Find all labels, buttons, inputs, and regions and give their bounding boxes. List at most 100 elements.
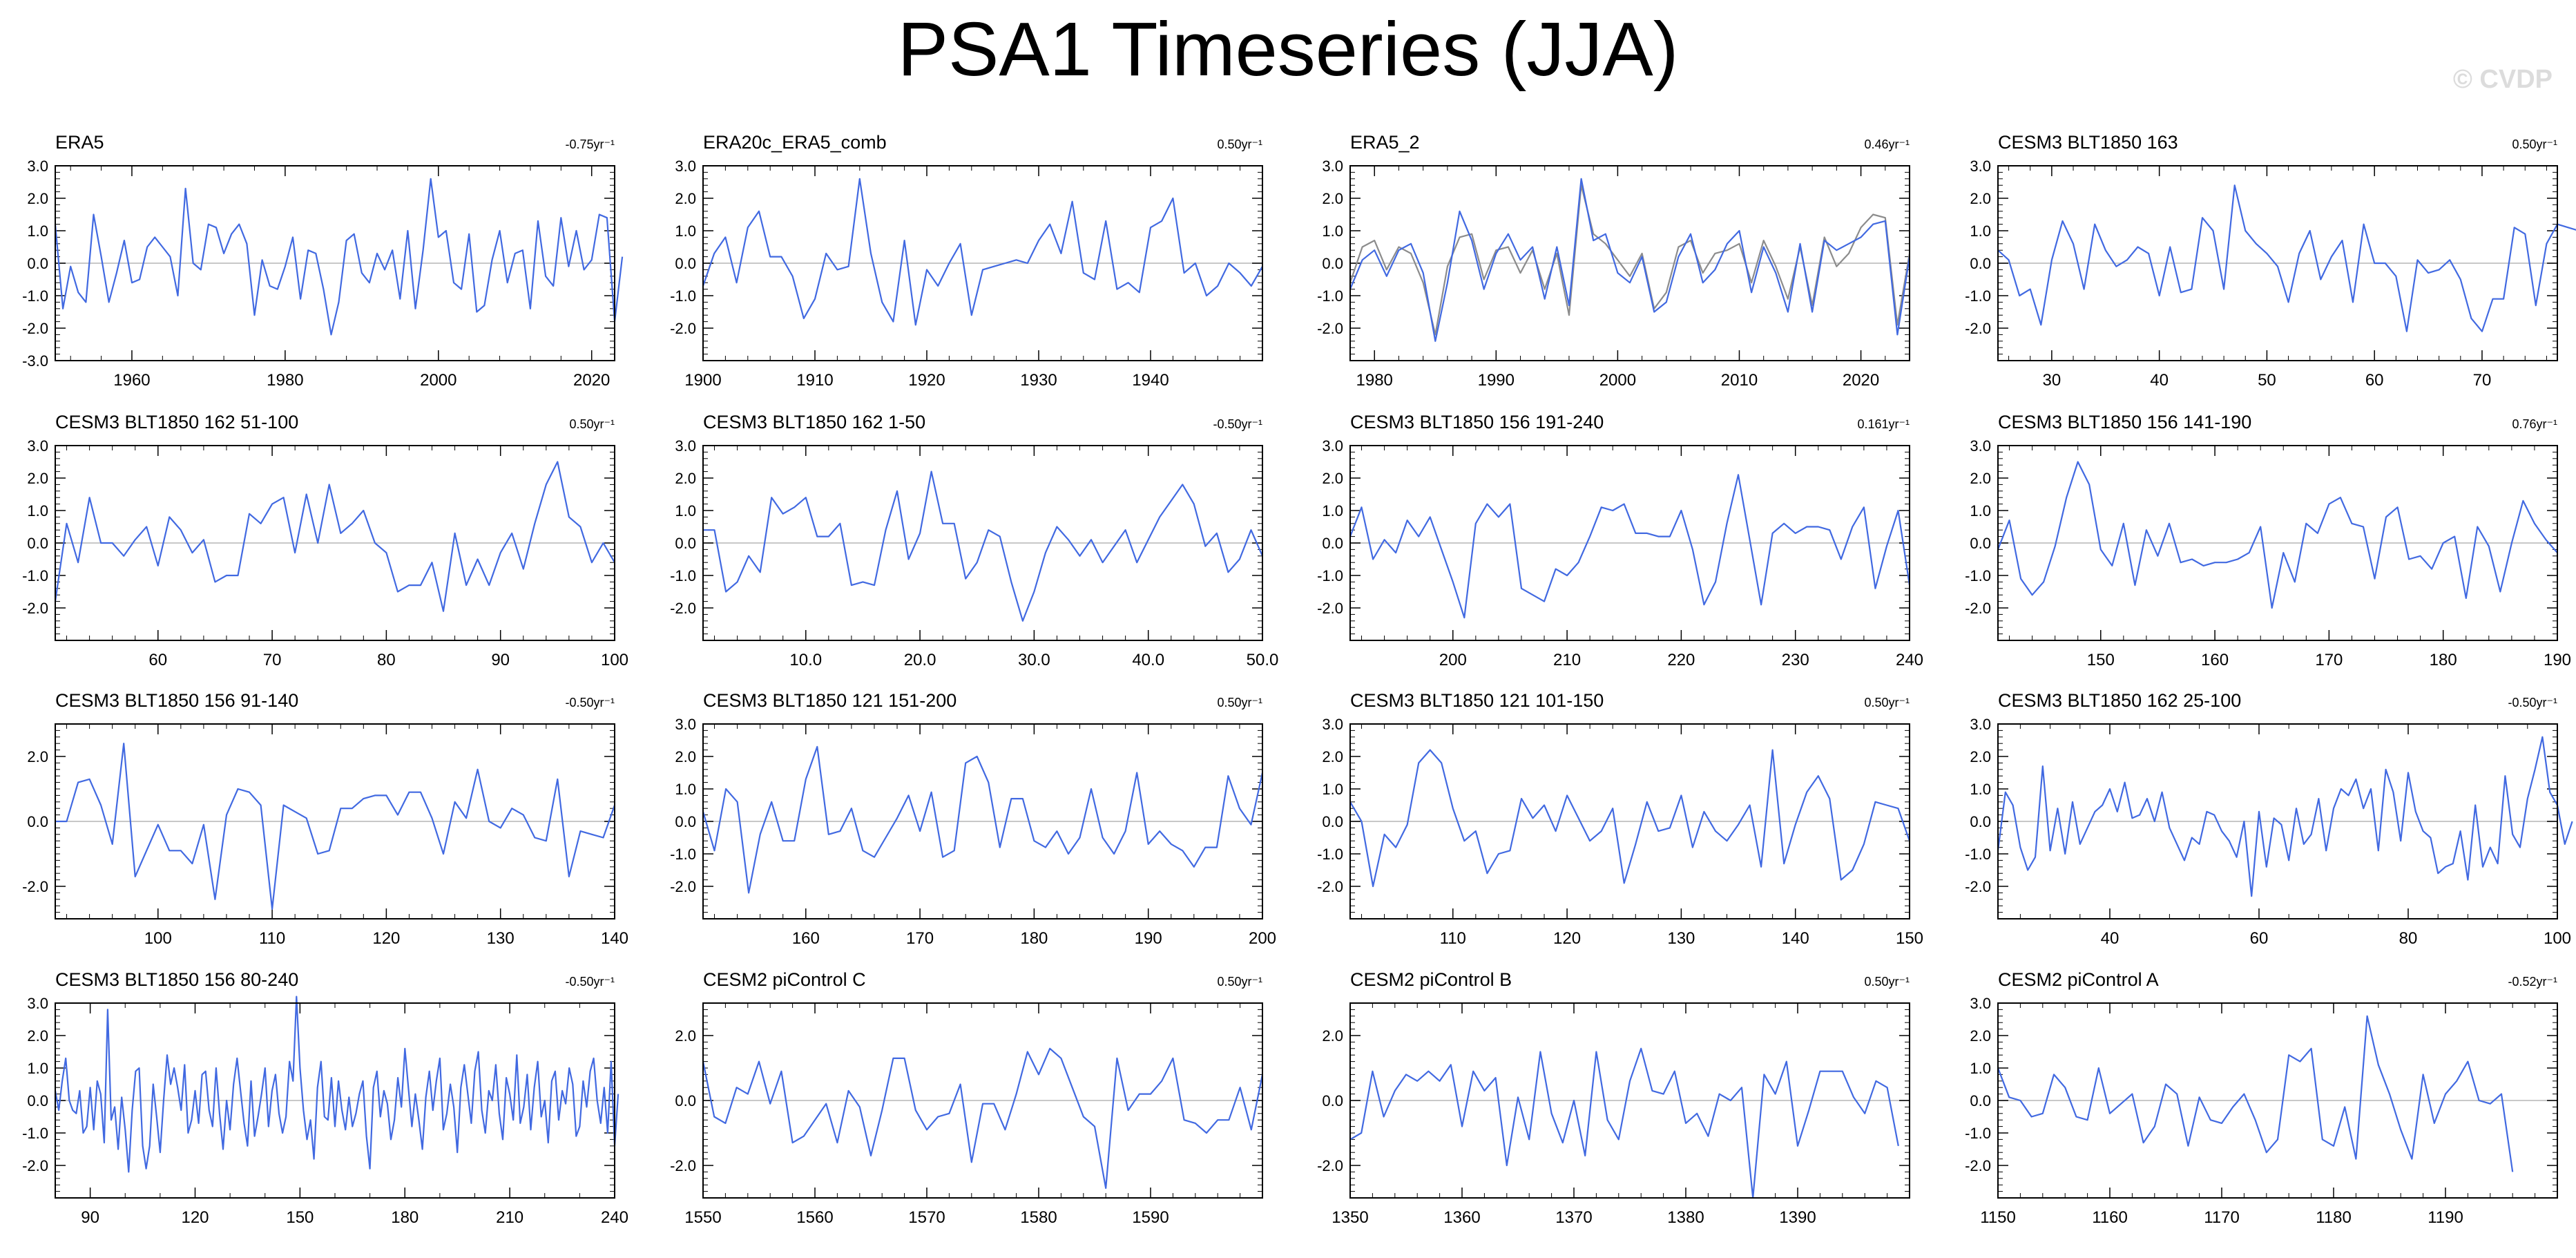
panel-7: CESM3 BLT1850 156 191-240 0.161yr⁻¹ -2.0 -1…	[1317, 412, 1923, 669]
plot-frame	[702, 165, 1263, 361]
x-tick-label: 1900	[684, 371, 721, 390]
y-tick-label: 1.0	[1970, 222, 1991, 240]
panel-6: CESM3 BLT1850 162 1-50 -0.50yr⁻¹ -2.0 -1.0 0…	[670, 412, 1278, 669]
x-tick-label: 1590	[1132, 1208, 1169, 1227]
plot-frame	[702, 1002, 1263, 1199]
series-line	[703, 470, 1264, 622]
y-tick-label: -1.0	[1965, 1125, 1991, 1142]
x-tick-label: 40.0	[1132, 651, 1164, 669]
y-tick-label: 2.0	[1970, 748, 1991, 765]
trend-label: 0.161yr⁻¹	[1857, 417, 1910, 431]
y-tick-label: 0.0	[1970, 813, 1991, 830]
panel-9: CESM3 BLT1850 156 91-140 -0.50yr⁻¹ -2.0 0.0…	[22, 690, 628, 948]
y-tick-label: -1.0	[22, 1125, 48, 1142]
x-tick-label: 150	[286, 1208, 314, 1227]
plot-frame	[702, 723, 1263, 919]
y-tick-label: 0.0	[27, 1092, 48, 1109]
x-tick-label: 190	[2544, 651, 2571, 669]
trend-label: 0.50yr⁻¹	[569, 417, 615, 431]
trend-label: -0.50yr⁻¹	[565, 696, 615, 709]
plot-frame	[55, 165, 615, 361]
y-tick-label: 0.0	[675, 1092, 696, 1109]
x-tick-label: 40	[2101, 929, 2120, 948]
series-line	[702, 1047, 1264, 1190]
panel-15: CESM2 piControl B 0.50yr⁻¹ -2.0 0.0 2.0 1350 1…	[1317, 969, 1910, 1227]
x-tick-label: 80	[377, 651, 396, 669]
y-tick-label: 3.0	[675, 716, 696, 733]
x-tick-label: 60	[148, 651, 167, 669]
x-tick-label: 1990	[1478, 371, 1515, 390]
y-tick-label: 1.0	[1970, 1060, 1991, 1077]
y-tick-label: 2.0	[1970, 470, 1991, 487]
panel-title: CESM2 piControl B	[1350, 969, 1512, 990]
y-tick-label: -2.0	[1317, 1157, 1343, 1174]
x-tick-label: 1930	[1020, 371, 1057, 390]
series-line	[1997, 184, 2576, 332]
x-tick-label: 180	[391, 1208, 419, 1227]
x-tick-label: 130	[487, 929, 515, 948]
y-tick-label: 2.0	[1322, 190, 1343, 207]
y-tick-label: 2.0	[1322, 1027, 1343, 1045]
series-line	[1349, 1047, 1899, 1199]
y-tick-label: 3.0	[1322, 437, 1343, 455]
x-tick-label: 1170	[2204, 1208, 2240, 1227]
x-tick-label: 1360	[1443, 1208, 1480, 1227]
x-tick-label: 60	[2365, 371, 2384, 390]
x-tick-label: 1190	[2428, 1208, 2463, 1227]
y-tick-label: 1.0	[1970, 781, 1991, 798]
x-tick-label: 50	[2258, 371, 2276, 390]
x-tick-label: 1370	[1555, 1208, 1592, 1227]
panel-5: CESM3 BLT1850 162 51-100 0.50yr⁻¹ -2.0 -1.0…	[22, 412, 628, 669]
y-tick-label: 3.0	[1970, 716, 1991, 733]
x-tick-label: 90	[81, 1208, 99, 1227]
trend-label: 0.50yr⁻¹	[1217, 975, 1262, 989]
trend-label: -0.52yr⁻¹	[2508, 975, 2557, 989]
x-tick-label: 70	[263, 651, 282, 669]
y-tick-label: 3.0	[1970, 995, 1991, 1012]
trend-label: -0.50yr⁻¹	[565, 975, 615, 989]
x-tick-label: 1550	[684, 1208, 721, 1227]
series-line	[54, 461, 615, 612]
panel-title: CESM3 BLT1850 162 25-100	[1998, 690, 2241, 711]
panel-title: CESM3 BLT1850 156 141-190	[1998, 412, 2251, 432]
plot-frame	[1997, 1002, 2558, 1199]
y-tick-label: -1.0	[1317, 846, 1343, 863]
x-tick-label: 110	[259, 929, 285, 948]
x-tick-label: 160	[2201, 651, 2229, 669]
series-line	[54, 178, 624, 336]
y-tick-label: 0.0	[1322, 813, 1343, 830]
x-tick-label: 80	[2399, 929, 2418, 948]
trend-label: 0.50yr⁻¹	[1864, 975, 1910, 989]
x-tick-label: 1580	[1020, 1208, 1057, 1227]
x-tick-label: 1150	[1980, 1208, 2016, 1227]
y-tick-label: 1.0	[675, 781, 696, 798]
y-tick-label: -2.0	[670, 1157, 696, 1174]
y-tick-label: -1.0	[22, 567, 48, 584]
x-tick-label: 200	[1439, 651, 1467, 669]
x-tick-label: 10.0	[789, 651, 822, 669]
y-tick-label: -1.0	[22, 287, 48, 305]
y-tick-label: 2.0	[1970, 190, 1991, 207]
trend-label: -0.50yr⁻¹	[2508, 696, 2557, 709]
panel-13: CESM3 BLT1850 156 80-240 -0.50yr⁻¹ -2.0 -1.…	[22, 969, 628, 1227]
x-tick-label: 160	[792, 929, 820, 948]
y-tick-label: 3.0	[27, 437, 48, 455]
panel-title: ERA20c_ERA5_comb	[703, 132, 887, 153]
y-tick-label: 1.0	[1322, 781, 1343, 798]
x-tick-label: 70	[2473, 371, 2492, 390]
y-tick-label: 0.0	[1970, 1092, 1991, 1109]
x-tick-label: 1980	[1356, 371, 1393, 390]
panel-title: CESM3 BLT1850 163	[1998, 132, 2178, 153]
y-tick-label: 2.0	[27, 470, 48, 487]
y-tick-label: 1.0	[675, 502, 696, 520]
y-tick-label: -2.0	[670, 600, 696, 617]
watermark-logo: © CVDP	[2452, 65, 2553, 94]
series-line	[702, 745, 1264, 894]
panel-title: CESM3 BLT1850 156 91-140	[55, 690, 298, 711]
plot-frame	[702, 445, 1263, 641]
panel-1: ERA5 -0.75yr⁻¹ -3.0 -2.0 -1.0 0.0 1.0 2.0 3.0 196…	[22, 132, 624, 390]
trend-label: 0.50yr⁻¹	[1864, 696, 1910, 709]
panel-10: CESM3 BLT1850 121 151-200 0.50yr⁻¹ -2.0 -1.…	[670, 690, 1276, 948]
x-tick-label: 90	[491, 651, 510, 669]
y-tick-label: -2.0	[1965, 1157, 1991, 1174]
